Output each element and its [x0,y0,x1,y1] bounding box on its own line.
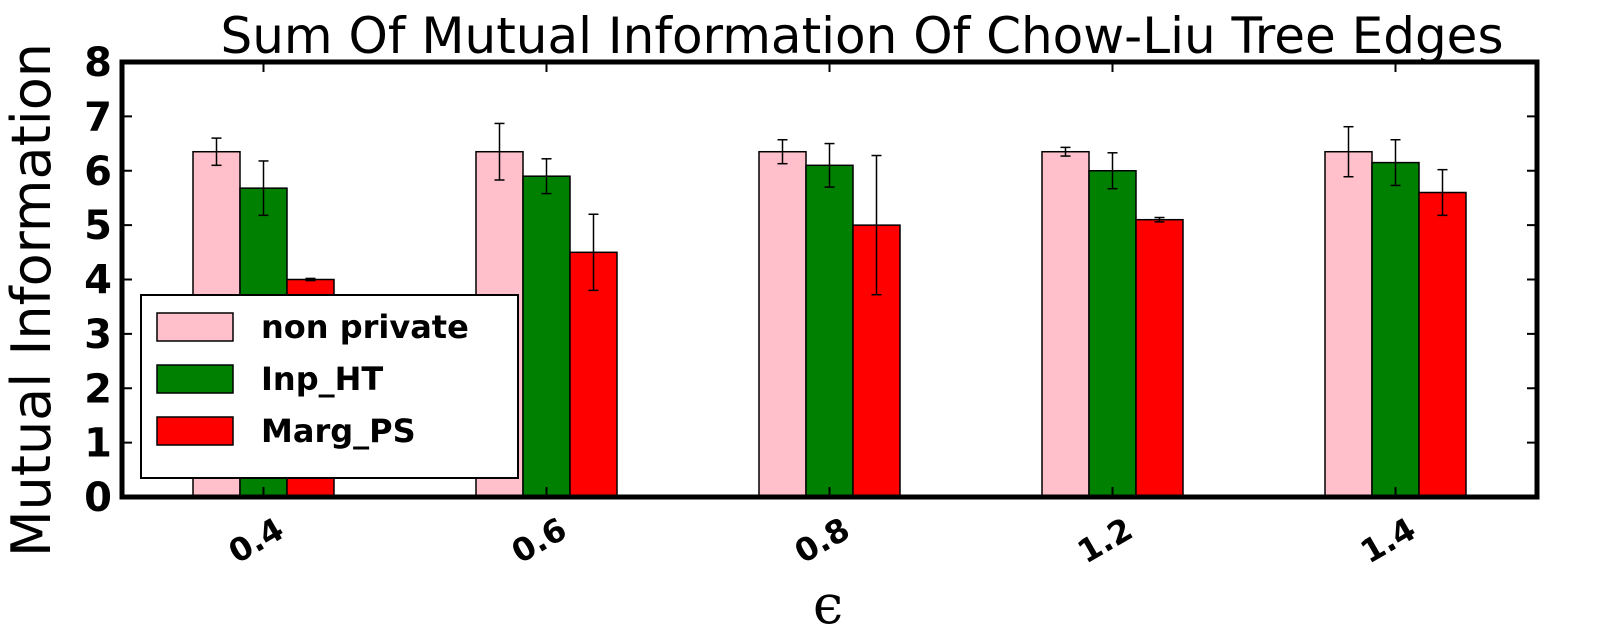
y-tick-label: 2 [84,366,112,412]
y-tick-label: 4 [84,258,112,304]
bar [1135,218,1184,498]
legend-label: Marg_PS [261,412,416,450]
bar [569,251,618,498]
legend-swatch [156,416,234,446]
bar [522,175,571,498]
x-tick-label: 0.4 [222,510,290,571]
bar [1324,150,1373,498]
bar [758,150,807,498]
y-tick-label: 6 [84,149,112,195]
bar [1088,170,1137,498]
legend-swatch [156,364,234,394]
chart-title: Sum Of Mutual Information Of Chow-Liu Tr… [220,7,1503,65]
y-tick-label: 8 [84,40,112,86]
legend-label: non private [261,308,469,346]
x-tick-label: 1.2 [1071,510,1139,571]
legend-swatch [156,312,234,342]
bar [1371,161,1420,498]
legend: non private Inp_HT Marg_PS [140,294,519,479]
bar [1418,191,1467,498]
x-tick-label: 0.8 [788,510,856,571]
bar [805,164,854,498]
y-tick-label: 3 [84,312,112,358]
x-axis-label: ϵ [813,573,843,633]
x-tick-label: 0.6 [505,510,573,571]
x-tick-label: 1.4 [1354,510,1422,571]
y-tick-label: 1 [84,421,112,467]
y-tick-label: 7 [84,94,112,140]
y-axis-label: Mutual Information [0,43,63,557]
y-tick-label: 5 [84,203,112,249]
y-tick-label: 0 [84,475,112,521]
plot-frame [119,59,1540,500]
bar [1041,150,1090,498]
legend-label: Inp_HT [261,360,383,398]
